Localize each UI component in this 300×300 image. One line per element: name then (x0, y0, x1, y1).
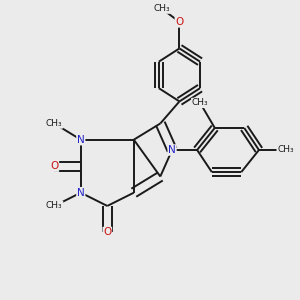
Text: O: O (50, 161, 58, 171)
Text: N: N (168, 145, 176, 155)
Text: N: N (77, 135, 85, 145)
Text: CH₃: CH₃ (277, 146, 294, 154)
Text: O: O (175, 17, 184, 27)
Text: O: O (103, 227, 111, 237)
Text: CH₃: CH₃ (192, 98, 208, 107)
Text: N: N (77, 188, 85, 198)
Text: CH₃: CH₃ (46, 119, 63, 128)
Text: CH₃: CH₃ (154, 4, 170, 13)
Text: CH₃: CH₃ (46, 201, 63, 210)
